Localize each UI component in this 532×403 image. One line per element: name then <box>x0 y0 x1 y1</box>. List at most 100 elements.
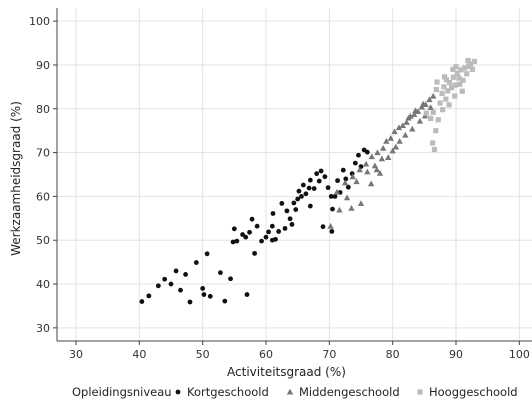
legend-label-hooggeschoold: Hooggeschoold <box>429 385 518 399</box>
data-point <box>345 184 351 190</box>
data-point <box>356 166 363 173</box>
data-point <box>327 223 334 229</box>
data-point <box>392 143 400 150</box>
data-point <box>364 168 371 175</box>
data-point <box>378 155 386 162</box>
data-point <box>287 216 293 222</box>
data-point <box>284 208 290 214</box>
data-point <box>443 77 450 83</box>
data-point <box>328 194 334 199</box>
data-point <box>234 238 240 244</box>
data-point <box>306 185 312 191</box>
data-point <box>240 232 245 237</box>
data-point <box>441 84 447 90</box>
data-point <box>471 58 477 65</box>
legend-marker-middengeschoold <box>286 388 294 395</box>
data-point <box>458 67 464 73</box>
data-point <box>289 222 295 227</box>
data-point <box>371 162 379 169</box>
x-tick-label: 30 <box>69 348 83 361</box>
data-point <box>207 293 213 299</box>
data-point <box>460 77 466 83</box>
data-point <box>155 283 161 289</box>
data-point <box>201 292 207 297</box>
data-point <box>200 286 206 291</box>
x-tick-label: 60 <box>259 348 273 361</box>
data-point <box>330 206 335 212</box>
data-point <box>349 173 356 180</box>
data-point <box>453 64 459 70</box>
legend-label-kortgeschoold: Kortgeschoold <box>187 385 269 399</box>
legend-marker-kortgeschoold <box>175 389 181 395</box>
data-point <box>385 154 392 160</box>
data-point <box>168 281 174 287</box>
data-point <box>418 103 425 110</box>
data-point <box>343 194 351 201</box>
data-point <box>249 216 255 222</box>
data-point <box>368 153 375 160</box>
data-point <box>403 119 410 125</box>
data-point <box>146 293 152 299</box>
data-point <box>187 299 193 305</box>
data-point <box>356 152 361 158</box>
data-point <box>311 186 317 191</box>
data-point <box>329 229 335 234</box>
data-point <box>307 177 313 183</box>
data-point <box>433 86 439 93</box>
data-point <box>252 250 257 256</box>
data-point <box>450 74 457 80</box>
y-tick-label: 80 <box>36 103 50 116</box>
data-point <box>228 276 233 282</box>
data-point <box>419 100 427 107</box>
data-point <box>343 176 349 182</box>
data-point <box>353 178 360 185</box>
data-point <box>465 57 471 64</box>
x-tick-label: 80 <box>386 348 400 361</box>
data-point <box>178 287 183 293</box>
y-tick-label: 90 <box>36 59 50 72</box>
axes: 30 40 50 60 70 80 90 100 30 40 50 60 70 80 90 100 Activi… <box>9 8 532 379</box>
data-point <box>456 75 462 81</box>
data-point <box>322 174 328 180</box>
data-point <box>452 93 458 99</box>
data-points <box>139 57 477 305</box>
data-point <box>423 110 429 116</box>
data-point <box>448 85 455 91</box>
data-point <box>437 100 443 106</box>
data-point <box>467 61 474 67</box>
data-point <box>300 182 306 188</box>
data-point <box>428 115 434 122</box>
data-point <box>244 292 250 297</box>
data-point <box>218 270 223 276</box>
data-point <box>452 82 458 88</box>
data-point <box>320 224 326 230</box>
data-point <box>266 229 271 235</box>
y-tick-label: 60 <box>36 190 50 203</box>
data-point <box>431 146 438 153</box>
data-point <box>269 237 275 243</box>
x-tick-label: 70 <box>322 348 336 361</box>
data-point <box>445 88 451 94</box>
data-point <box>411 111 418 118</box>
data-point <box>399 122 406 128</box>
data-point <box>429 140 436 146</box>
data-point <box>243 234 249 240</box>
data-point <box>446 102 452 108</box>
legend-label-middengeschoold: Middengeschoold <box>299 385 400 399</box>
data-point <box>316 178 322 184</box>
data-point <box>341 179 349 186</box>
data-point <box>396 138 403 144</box>
data-point <box>335 178 340 184</box>
data-point <box>412 107 419 114</box>
data-point <box>270 211 276 216</box>
data-point <box>139 299 145 304</box>
data-point <box>374 149 381 156</box>
data-point <box>459 88 465 94</box>
legend-title: Opleidingsniveau <box>72 385 172 399</box>
grid <box>57 8 532 341</box>
data-point <box>296 188 302 194</box>
series-middengeschoold <box>327 92 437 229</box>
data-point <box>443 96 449 102</box>
data-point <box>387 134 394 141</box>
